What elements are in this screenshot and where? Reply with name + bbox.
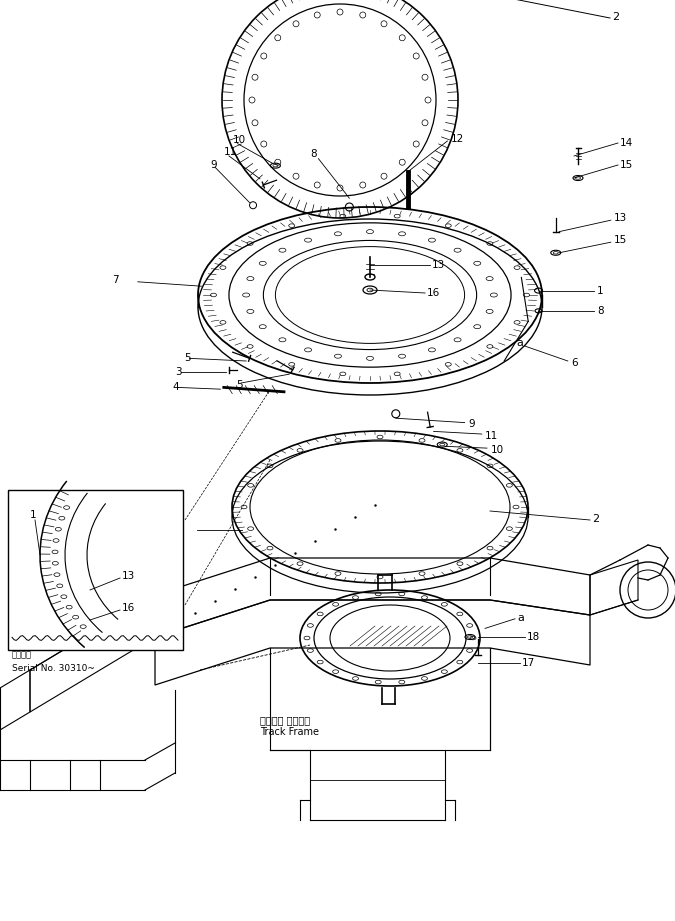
- Text: 13: 13: [432, 260, 446, 270]
- Text: 16: 16: [427, 288, 440, 298]
- Text: 6: 6: [571, 357, 578, 367]
- Text: 11: 11: [224, 146, 237, 157]
- Text: 13: 13: [122, 571, 135, 581]
- Text: 16: 16: [122, 603, 135, 613]
- Text: 8: 8: [310, 149, 317, 159]
- Text: a: a: [517, 612, 524, 623]
- Text: 適用号機: 適用号機: [12, 650, 32, 659]
- Text: 12: 12: [451, 134, 464, 145]
- Text: 10: 10: [232, 135, 246, 146]
- Text: 1: 1: [30, 510, 36, 520]
- Text: a: a: [516, 338, 523, 348]
- Text: 2: 2: [612, 12, 619, 22]
- Text: 18: 18: [527, 632, 540, 642]
- Text: 2: 2: [592, 514, 599, 524]
- Text: 4: 4: [172, 382, 179, 392]
- Text: 15: 15: [620, 160, 633, 170]
- Text: 17: 17: [522, 658, 535, 668]
- Text: 8: 8: [597, 306, 603, 316]
- Text: 7: 7: [112, 275, 119, 285]
- Text: 5: 5: [184, 354, 191, 364]
- Text: 14: 14: [620, 138, 633, 148]
- Text: 1: 1: [597, 286, 603, 296]
- Text: 10: 10: [491, 445, 504, 455]
- Text: Track Frame: Track Frame: [260, 727, 319, 737]
- Text: 9: 9: [468, 419, 475, 429]
- Text: 11: 11: [485, 431, 499, 441]
- Text: 15: 15: [614, 236, 628, 245]
- Text: 9: 9: [210, 159, 217, 169]
- Text: トラック フレーム: トラック フレーム: [260, 715, 310, 725]
- Text: 2: 2: [177, 525, 184, 535]
- Text: 5: 5: [236, 379, 242, 390]
- Text: 3: 3: [176, 367, 182, 378]
- Text: 13: 13: [614, 214, 628, 224]
- Text: Serial No. 30310~: Serial No. 30310~: [12, 663, 95, 672]
- Bar: [8, 490, 183, 650]
